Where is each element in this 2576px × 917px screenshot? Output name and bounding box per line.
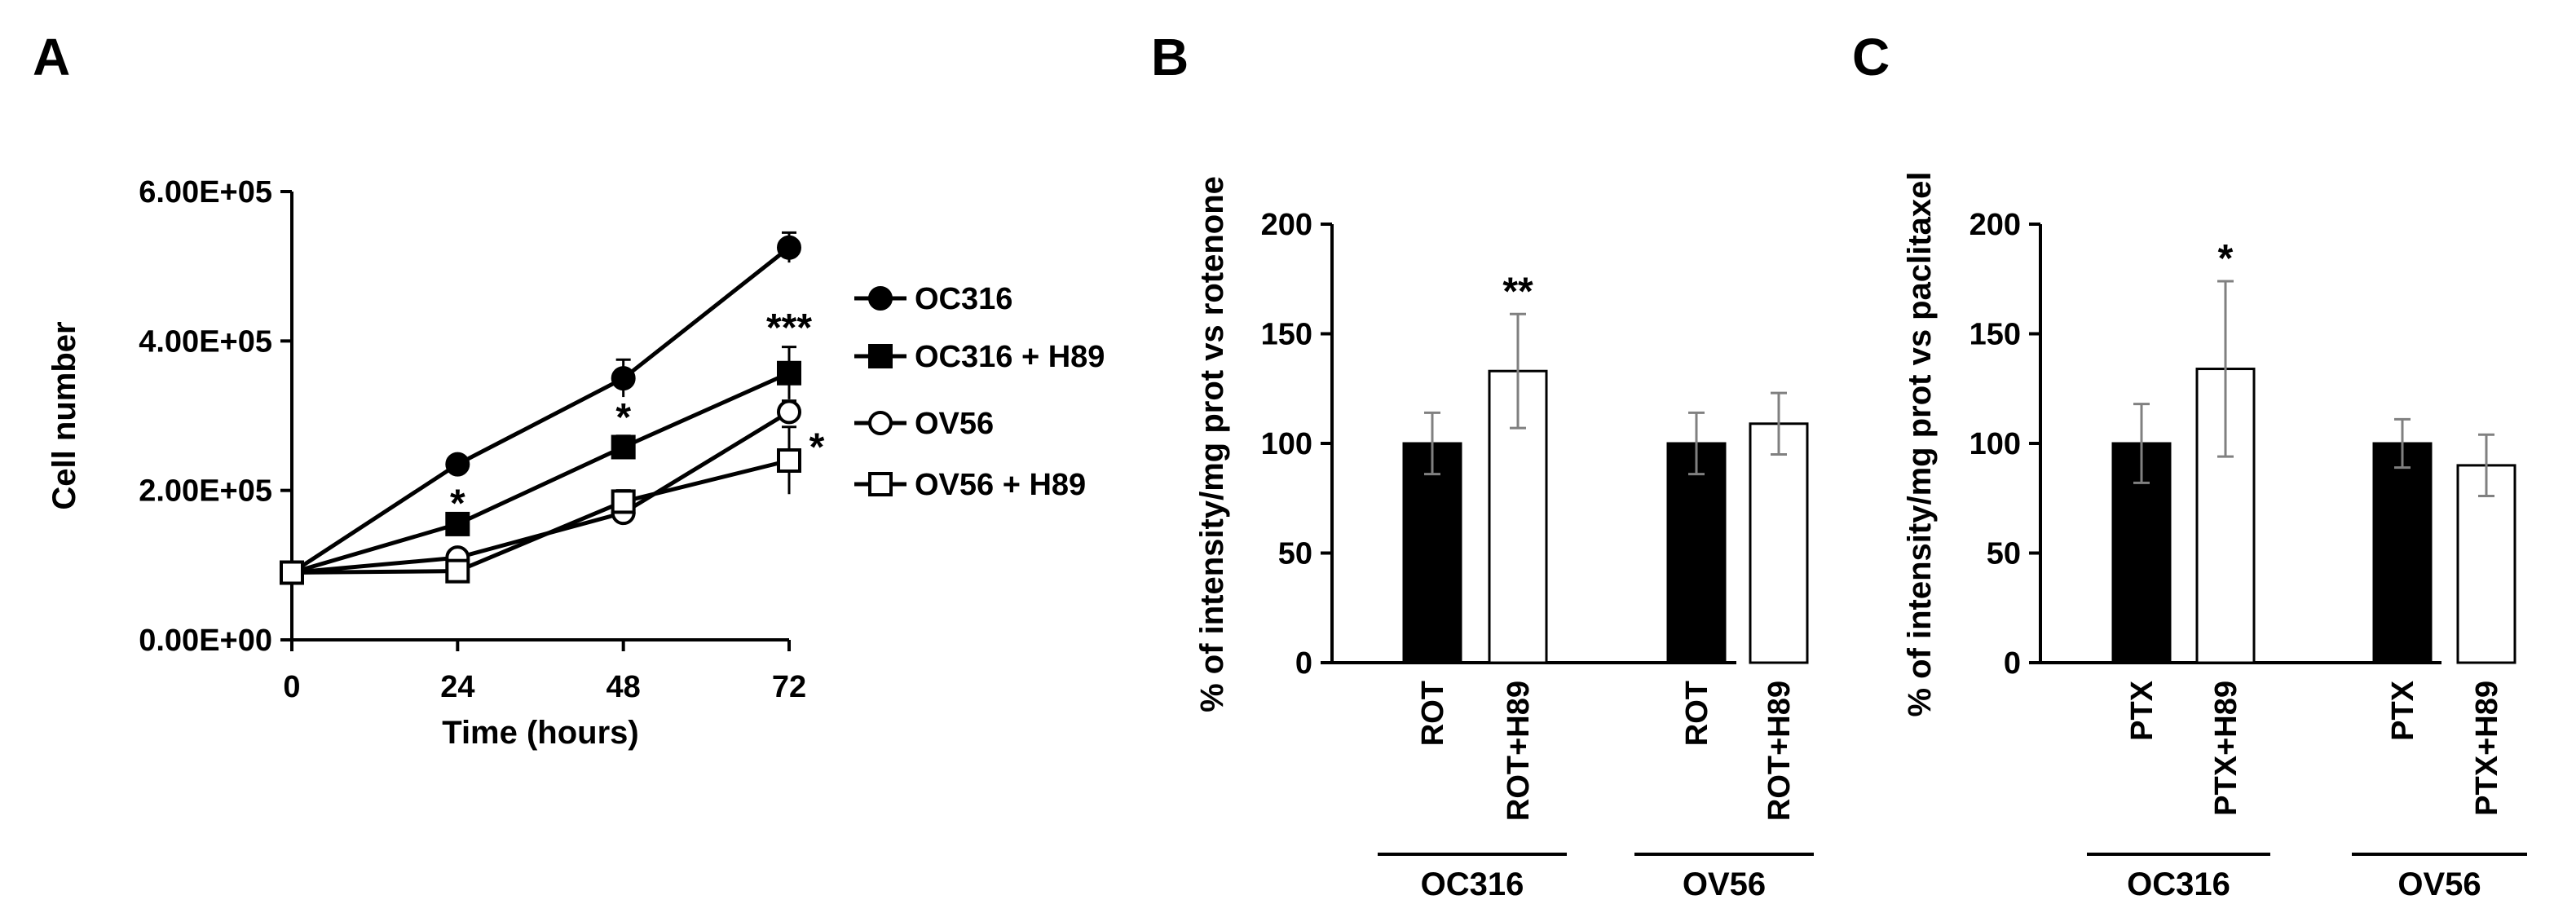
legend-label: OC316 xyxy=(915,282,1012,316)
group-label: OC316 xyxy=(2127,866,2230,902)
y-tick-label: 200 xyxy=(1261,208,1312,242)
group-ov56: PTX PTX+H89 OV56 xyxy=(2352,417,2527,902)
legend-label: OC316 + H89 xyxy=(915,340,1105,374)
category-label: PTX xyxy=(2125,680,2159,741)
y-tick-label: 6.00E+05 xyxy=(139,175,272,209)
x-tick-label: 72 xyxy=(772,670,806,704)
series-oc316-h89 xyxy=(280,346,801,585)
legend-label: OV56 xyxy=(915,407,994,441)
series-line-oc316-h89 xyxy=(291,371,791,575)
significance-marker: * xyxy=(809,426,825,470)
y-tick-label: 50 xyxy=(1987,537,2021,571)
y-tick-label: 100 xyxy=(1969,427,2021,461)
category-label: PTX+H89 xyxy=(2470,681,2504,816)
group-label: OV56 xyxy=(1683,866,1766,902)
legend-marker xyxy=(868,286,893,311)
data-point xyxy=(611,489,636,514)
data-point xyxy=(777,360,801,386)
series-ov56 xyxy=(280,399,801,585)
y-tick-label: 150 xyxy=(1261,318,1312,352)
bar-rot xyxy=(1666,442,1727,664)
x-axis-title: Time (hours) xyxy=(442,715,639,751)
category-label: ROT+H89 xyxy=(1762,681,1797,821)
y-tick-label: 150 xyxy=(1969,318,2021,352)
panel-letter-c: C xyxy=(1852,28,1890,86)
significance-marker: * xyxy=(2218,237,2234,280)
series-oc316 xyxy=(280,231,801,585)
group-ov56: ROT ROT+H89 OV56 xyxy=(1634,391,1814,902)
y-tick-label: 100 xyxy=(1261,427,1312,461)
panel-letter-a: A xyxy=(33,28,70,86)
category-label: ROT xyxy=(1680,681,1714,746)
data-point xyxy=(445,511,470,536)
series-line-ov56-h89 xyxy=(291,458,790,575)
bar-rot xyxy=(1402,442,1462,664)
group-label: OC316 xyxy=(1421,866,1524,902)
y-tick-label: 50 xyxy=(1278,537,1312,571)
bar-chart-rotenone: 0 50 100 150 200 % of intensity/mg prot vs ro… xyxy=(1194,176,1814,902)
data-point xyxy=(611,366,636,391)
x-tick-label: 48 xyxy=(607,670,641,704)
panel-letter-b: B xyxy=(1151,28,1189,86)
legend-marker xyxy=(868,472,893,496)
y-axis-title: Cell number xyxy=(46,321,82,509)
legend-marker xyxy=(868,411,893,435)
group-oc316: ROT ** ROT+H89 OC316 xyxy=(1378,270,1567,902)
data-point xyxy=(280,560,304,585)
y-tick-label: 0 xyxy=(2004,646,2021,681)
legend-item-ov56: OV56 xyxy=(854,407,994,441)
y-tick-label: 0 xyxy=(1295,646,1312,681)
legend-item-ov56-h89: OV56 + H89 xyxy=(854,468,1086,502)
legend-marker xyxy=(868,344,893,368)
x-tick-label: 24 xyxy=(440,670,474,704)
x-tick-label: 0 xyxy=(283,670,300,704)
series-ov56-h89 xyxy=(280,425,801,585)
y-axis-title: % of intensity/mg prot vs paclitaxel xyxy=(1902,171,1938,716)
series-line-oc316 xyxy=(290,245,791,575)
y-tick-label: 2.00E+05 xyxy=(139,474,272,509)
significance-marker: *** xyxy=(766,306,812,350)
significance-marker: * xyxy=(615,396,631,439)
legend-item-oc316: OC316 xyxy=(854,282,1012,316)
line-chart-cell-growth: 0.00E+00 2.00E+05 4.00E+05 6.00E+05 0 24 48 72 T… xyxy=(46,175,1105,751)
category-label: ROT xyxy=(1416,681,1450,746)
category-label: ROT+H89 xyxy=(1502,681,1536,821)
y-tick-label: 4.00E+05 xyxy=(139,324,272,359)
y-tick-label: 200 xyxy=(1969,208,2021,242)
data-point xyxy=(777,235,801,260)
category-label: PTX+H89 xyxy=(2209,681,2243,816)
bar-ptx xyxy=(2372,442,2433,664)
data-point xyxy=(777,448,801,473)
legend-item-oc316-h89: OC316 + H89 xyxy=(854,340,1105,374)
group-label: OV56 xyxy=(2397,866,2481,902)
group-oc316: PTX * PTX+H89 OC316 xyxy=(2087,237,2270,902)
y-tick-label: 0.00E+00 xyxy=(139,624,272,658)
y-axis-title: % of intensity/mg prot vs rotenone xyxy=(1194,176,1230,712)
data-point xyxy=(445,558,470,584)
series-line-ov56 xyxy=(291,410,791,575)
significance-marker: * xyxy=(450,482,465,525)
data-point xyxy=(611,434,636,460)
legend-label: OV56 + H89 xyxy=(915,468,1086,502)
significance-marker: ** xyxy=(1502,270,1533,313)
category-label: PTX xyxy=(2386,680,2420,741)
bar-ptx-h89 xyxy=(2456,464,2516,664)
bar-rot-h89 xyxy=(1749,422,1809,664)
data-point xyxy=(777,399,801,425)
bar-chart-paclitaxel: 0 50 100 150 200 % of intensity/mg prot vs pa… xyxy=(1902,171,2527,902)
data-point xyxy=(445,452,470,477)
